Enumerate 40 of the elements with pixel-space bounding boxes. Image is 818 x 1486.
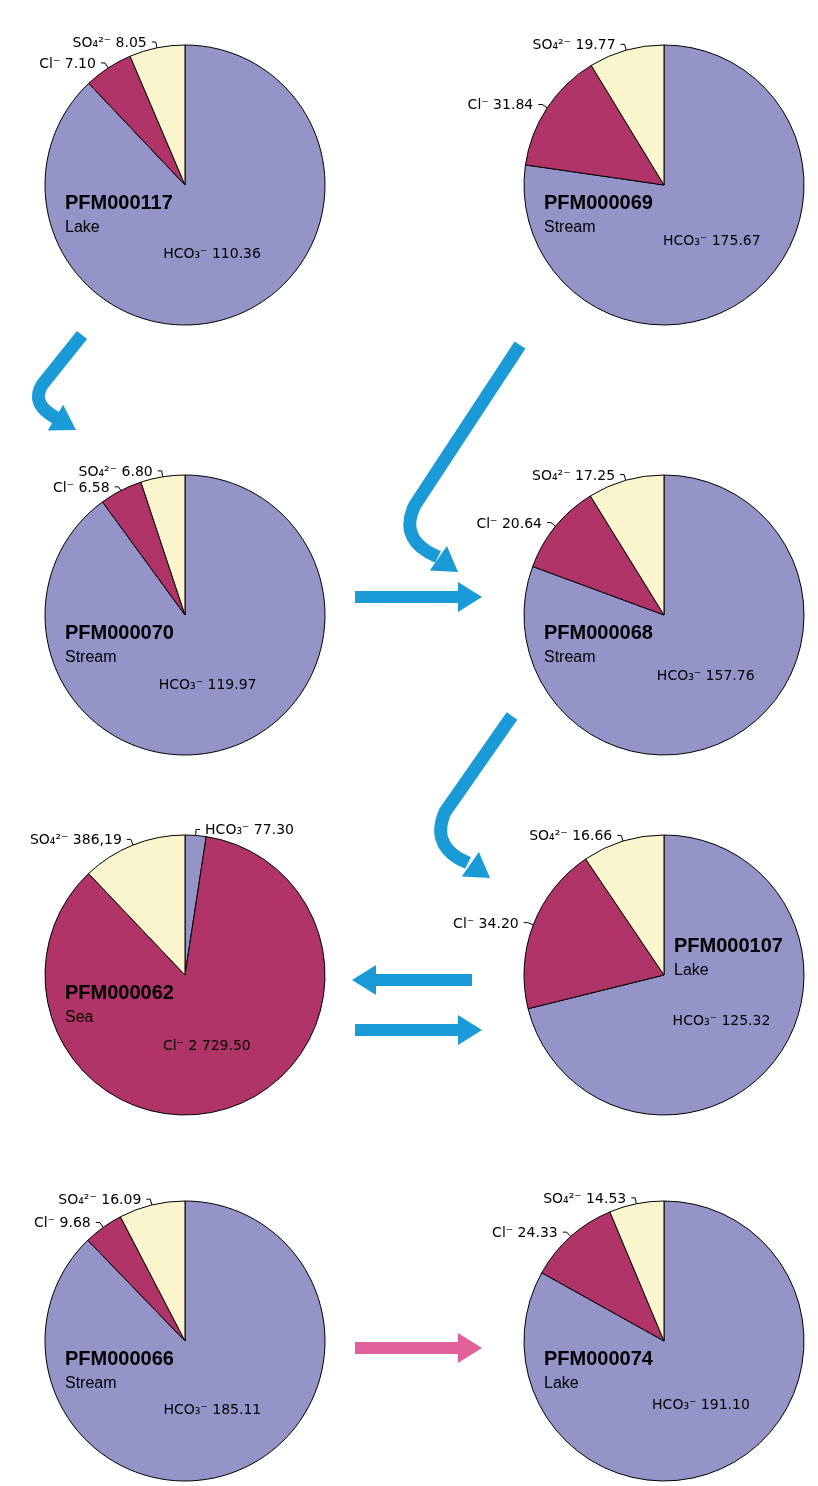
text: PFM000069: [544, 191, 653, 213]
slice-label: HCO₃⁻ 125.32: [672, 1011, 771, 1028]
slice-label: SO₄²⁻ 14.53: [543, 1189, 627, 1206]
slice-label: SO₄²⁻ 19.77: [532, 36, 616, 53]
slice-label: HCO₃⁻ 185.11: [163, 1400, 262, 1417]
slice-label: HCO₃⁻ 77.30: [205, 821, 294, 838]
slice-label: SO₄²⁻ 16.09: [58, 1191, 142, 1208]
slice-label: SO₄²⁻ 6.80: [78, 462, 153, 479]
slice-label: Cl⁻ 9.68: [34, 1214, 91, 1231]
slice-label: HCO₃⁻ 175.67: [662, 232, 761, 249]
text: Lake: [674, 960, 709, 978]
text: Stream: [544, 217, 596, 235]
slice-label: Cl⁻ 7.10: [39, 54, 96, 71]
slice-label: HCO₃⁻ 157.76: [656, 666, 755, 683]
slice-label: Cl⁻ 34.20: [453, 914, 519, 931]
slice-label: SO₄²⁻ 16.66: [529, 827, 613, 844]
text: Stream: [544, 647, 596, 665]
text: PFM000066: [65, 1347, 174, 1369]
text: PFM000107: [674, 934, 783, 956]
slice-label: HCO₃⁻ 191.10: [652, 1395, 750, 1412]
text: PFM000062: [65, 981, 174, 1003]
text: Sea: [65, 1007, 94, 1025]
text: Lake: [65, 217, 100, 235]
text: PFM000117: [65, 191, 173, 213]
slice-label: Cl⁻ 31.84: [467, 96, 534, 113]
slice-label: HCO₃⁻ 110.36: [163, 244, 261, 261]
text: PFM000070: [65, 621, 174, 643]
slice-label: Cl⁻ 2 729.50: [162, 1036, 251, 1053]
slice-label: HCO₃⁻ 119.97: [158, 676, 257, 693]
slice-label: SO₄²⁻ 386,19: [29, 831, 122, 848]
text: PFM000074: [544, 1347, 654, 1369]
text: Stream: [65, 1373, 117, 1391]
text: Stream: [65, 647, 117, 665]
slice-label: Cl⁻ 20.64: [476, 514, 543, 531]
slice-label: Cl⁻ 24.33: [492, 1224, 558, 1241]
text: PFM000068: [544, 621, 653, 643]
slice-label: SO₄²⁻ 17.25: [532, 466, 616, 483]
text: Lake: [544, 1373, 579, 1391]
slice-label: Cl⁻ 6.58: [52, 478, 110, 495]
slice-label: SO₄²⁻ 8.05: [72, 33, 147, 50]
